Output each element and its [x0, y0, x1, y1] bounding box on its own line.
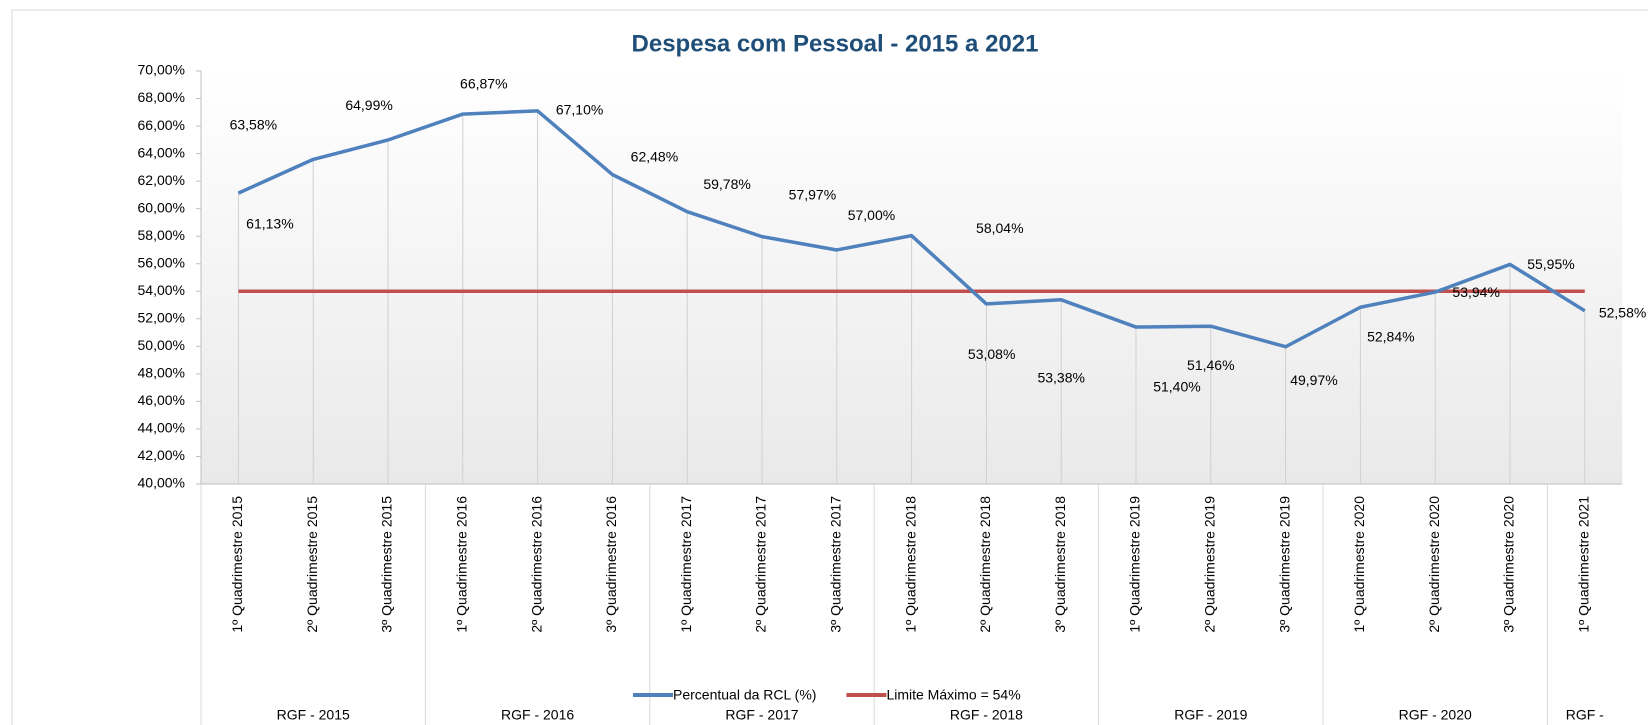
x-tick-label: 1º Quadrimestre 2021	[1576, 496, 1592, 633]
x-tick-label: 2º Quadrimestre 2016	[528, 496, 544, 633]
y-tick-label: 40,00%	[138, 475, 185, 491]
x-tick-label: 2º Quadrimestre 2017	[753, 496, 769, 633]
data-label: 61,13%	[246, 215, 293, 231]
x-tick-label: 1º Quadrimestre 2018	[902, 496, 918, 633]
y-tick-label: 42,00%	[138, 447, 185, 463]
x-tick-label: 3º Quadrimestre 2015	[379, 496, 395, 633]
data-label: 52,58%	[1599, 305, 1646, 321]
x-tick-label: 2º Quadrimestre 2020	[1426, 496, 1442, 633]
data-label: 63,58%	[230, 116, 277, 132]
x-tick-label: 1º Quadrimestre 2020	[1351, 496, 1367, 633]
x-tick-label: 1º Quadrimestre 2015	[229, 496, 245, 633]
data-label: 64,99%	[345, 97, 392, 113]
series-line	[237, 109, 1586, 349]
group-label: RGF -	[1566, 707, 1604, 723]
y-tick-label: 50,00%	[138, 337, 185, 353]
data-label: 53,08%	[968, 346, 1015, 362]
x-tick-label: 1º Quadrimestre 2019	[1127, 496, 1143, 633]
data-label: 53,38%	[1037, 369, 1084, 385]
group-label: RGF - 2017	[725, 707, 798, 723]
data-label: 49,97%	[1290, 372, 1337, 388]
x-tick-label: 3º Quadrimestre 2018	[1052, 496, 1068, 633]
y-tick-label: 56,00%	[138, 254, 185, 270]
data-label: 53,94%	[1452, 284, 1499, 300]
chart-title: Despesa com Pessoal - 2015 a 2021	[632, 30, 1039, 57]
data-label: 57,00%	[848, 207, 895, 223]
data-label: 66,87%	[460, 75, 507, 91]
x-tick-label: 2º Quadrimestre 2018	[977, 496, 993, 633]
data-label: 52,84%	[1367, 328, 1414, 344]
y-tick-label: 62,00%	[138, 172, 185, 188]
data-label: 51,40%	[1153, 379, 1200, 395]
x-tick-label: 3º Quadrimestre 2016	[603, 496, 619, 633]
group-label: RGF - 2016	[501, 707, 574, 723]
x-tick-label: 2º Quadrimestre 2015	[304, 496, 320, 633]
group-label: RGF - 2018	[950, 707, 1023, 723]
y-tick-label: 70,00%	[138, 62, 185, 78]
data-label: 51,46%	[1187, 357, 1234, 373]
x-tick-label: 3º Quadrimestre 2017	[828, 496, 844, 633]
data-label: 55,95%	[1527, 256, 1574, 272]
legend-label: Percentual da RCL (%)	[673, 687, 816, 703]
y-tick-label: 58,00%	[138, 227, 185, 243]
data-label: 59,78%	[703, 176, 750, 192]
data-label: 57,97%	[789, 186, 836, 202]
y-tick-label: 54,00%	[138, 282, 185, 298]
data-label: 58,04%	[976, 220, 1023, 236]
y-tick-label: 60,00%	[138, 199, 185, 215]
group-label: RGF - 2020	[1399, 707, 1472, 723]
legend-label: Limite Máximo = 54%	[886, 687, 1020, 703]
group-label: RGF - 2015	[277, 707, 350, 723]
group-label: RGF - 2019	[1174, 707, 1247, 723]
x-tick-label: 1º Quadrimestre 2016	[454, 496, 470, 633]
y-tick-label: 66,00%	[138, 117, 185, 133]
y-tick-label: 52,00%	[138, 310, 185, 326]
y-tick-label: 46,00%	[138, 392, 185, 408]
data-label: 67,10%	[556, 102, 603, 118]
y-tick-label: 44,00%	[138, 420, 185, 436]
y-tick-label: 68,00%	[138, 89, 185, 105]
x-tick-label: 1º Quadrimestre 2017	[678, 496, 694, 633]
x-tick-label: 3º Quadrimestre 2019	[1276, 496, 1292, 633]
x-tick-label: 3º Quadrimestre 2020	[1501, 496, 1517, 633]
x-tick-label: 2º Quadrimestre 2019	[1202, 496, 1218, 633]
y-tick-label: 64,00%	[138, 144, 185, 160]
data-label: 62,48%	[631, 148, 678, 164]
y-tick-label: 48,00%	[138, 365, 185, 381]
